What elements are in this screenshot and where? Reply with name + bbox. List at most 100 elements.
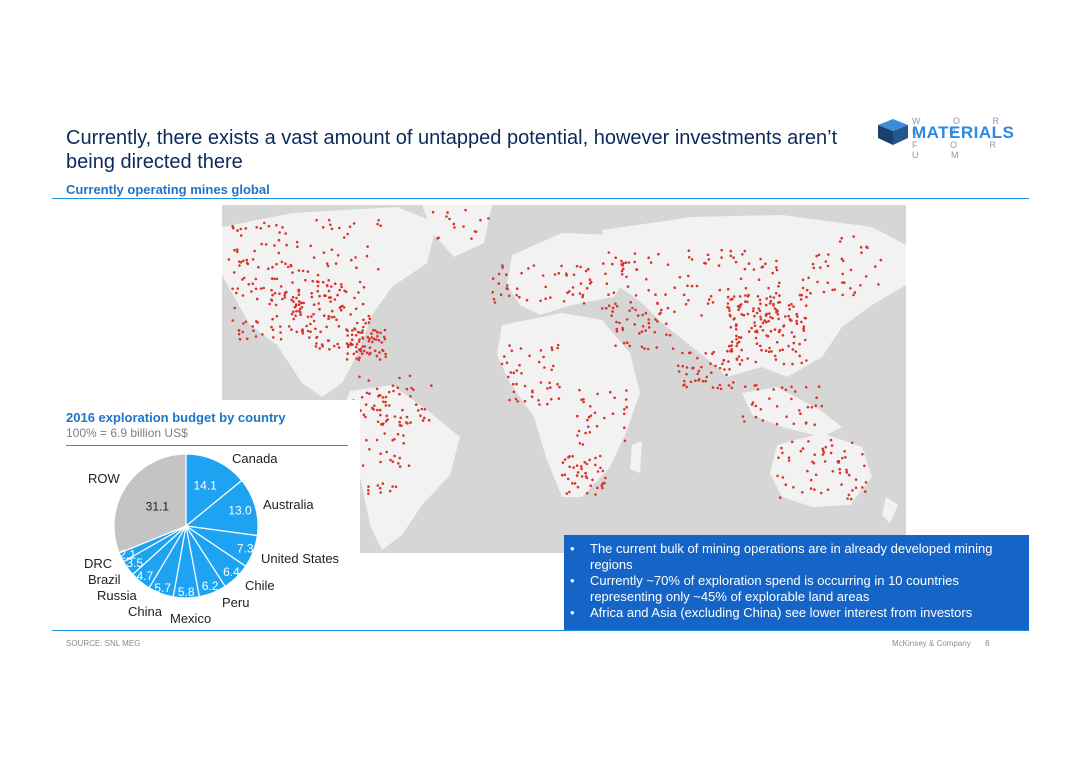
mine-dot [581,443,585,446]
mine-dot [319,330,322,334]
mine-dot [575,474,579,477]
mine-dot [846,497,849,500]
mine-dot [774,358,778,361]
mine-dot [318,347,321,350]
mine-dot [346,345,350,349]
mine-dot [337,346,341,349]
mine-dot [776,474,779,478]
mine-dot [589,414,593,417]
mine-dot [801,491,804,494]
mine-dot [723,368,726,371]
mine-dot [765,334,768,337]
mine-dot [854,478,858,481]
mine-dot [327,317,330,320]
mine-dot [790,331,794,334]
mine-dot [792,305,795,308]
mine-dot [666,263,670,266]
logo-main-text: MATERIALS [912,123,1015,142]
mine-dot [829,451,833,455]
mine-dot [361,302,365,306]
mine-dot [523,384,527,388]
mine-dot [631,306,634,310]
mine-dot [814,404,818,407]
mine-dot [801,286,805,290]
mine-dot [584,471,587,475]
mine-dot [817,253,821,257]
mine-dot [281,226,284,229]
mine-dot [841,293,844,297]
mine-dot [235,248,239,251]
mine-dot [806,469,809,473]
mine-dot [259,227,263,230]
mine-dot [821,449,825,452]
mine-dot [354,256,357,259]
mine-dot [274,303,278,307]
mine-dot [787,456,791,459]
mine-dot [273,277,276,281]
landmass-japan [842,283,858,317]
mine-dot [782,324,786,327]
mine-dot [565,492,569,495]
mine-dot [236,250,239,254]
mine-dot [682,293,686,297]
mine-dot [306,270,310,273]
mine-dot [346,334,349,337]
mine-dot [272,336,275,339]
mine-dot [718,383,722,387]
mine-dot [734,328,738,331]
mine-dot [692,366,695,370]
mine-dot [777,330,781,334]
mine-dot [538,403,541,406]
mine-dot [294,303,298,306]
mine-dot [355,350,358,353]
mine-dot [423,408,427,411]
mine-dot [360,396,364,399]
mine-dot [747,262,751,265]
mine-dot [615,327,619,331]
mine-dot [851,489,854,492]
mine-dot [625,405,628,409]
mine-dot [841,272,844,276]
mine-dot [385,450,388,454]
mine-dot [673,310,676,314]
mine-dot [705,375,709,379]
mine-dot [271,317,274,321]
mine-dot [579,265,582,269]
mine-dot [576,471,580,474]
mine-dot [859,246,863,249]
mine-dot [638,332,641,335]
mine-dot [623,408,626,411]
mine-dot [622,412,626,416]
mine-dot [391,438,394,442]
mine-dot [697,369,701,373]
mine-dot [756,295,760,298]
mine-dot [811,262,815,266]
mine-dot [376,222,379,226]
mine-dot [308,336,311,339]
mine-dot [297,303,301,306]
mine-dot [729,249,732,253]
mine-dot [701,379,705,383]
mine-dot [689,380,693,384]
mine-dot [271,293,274,297]
mine-dot [379,452,382,455]
mine-dot [764,303,768,307]
mine-dot [376,408,379,412]
mine-dot [384,404,388,407]
mine-dot [768,397,771,400]
mine-dot [576,414,579,418]
mine-dot [826,264,830,268]
mine-dot [330,309,334,313]
mine-dot [720,248,723,252]
mine-dot [354,334,358,337]
mine-dot [239,261,243,264]
cube-logo-icon [878,119,908,145]
mine-dot [744,286,748,290]
mine-dot [728,344,731,348]
mine-dot [359,347,363,351]
mine-dot [402,442,405,445]
mine-dot [710,371,713,374]
mine-dot [539,381,543,384]
mine-dot [376,484,380,487]
mine-dot [386,418,389,421]
